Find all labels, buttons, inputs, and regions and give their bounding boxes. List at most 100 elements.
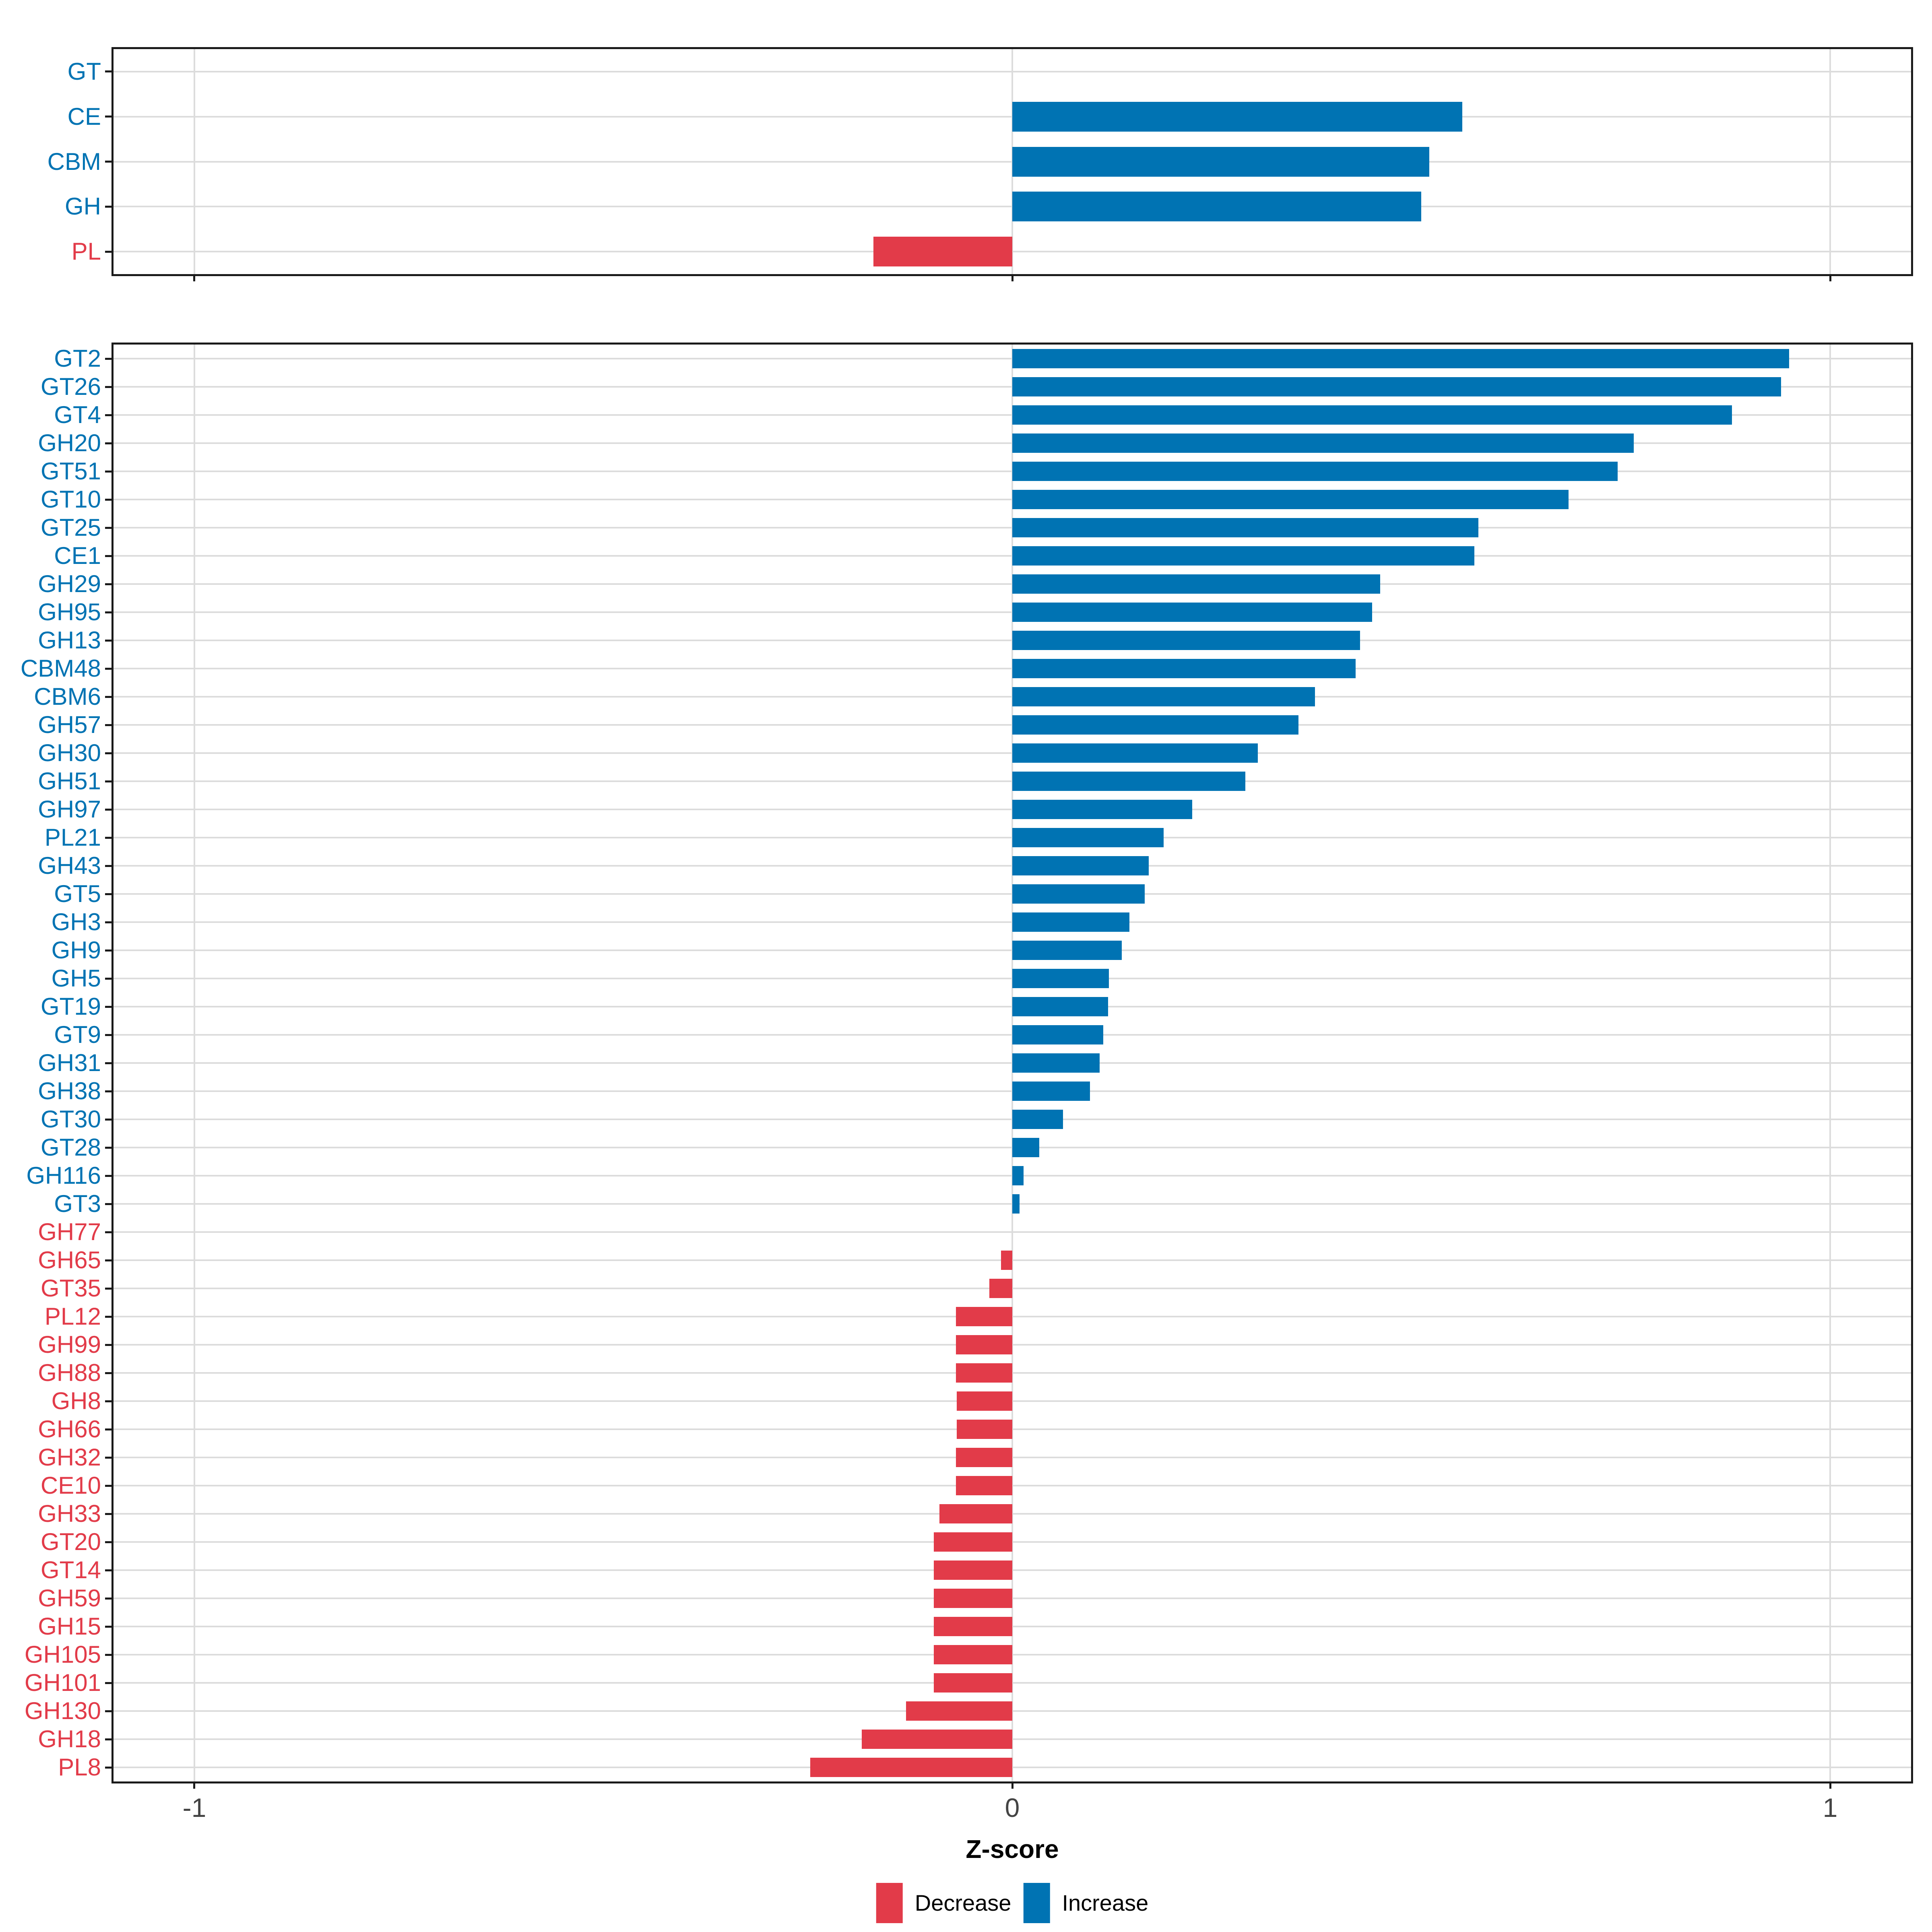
y-axis-tick (105, 1597, 111, 1600)
y-axis-tick (105, 1569, 111, 1571)
bar-GT2 (1012, 349, 1790, 368)
category-label-GT35: GT35 (40, 1275, 101, 1302)
y-axis-tick (105, 1315, 111, 1318)
category-label-GH18: GH18 (38, 1726, 101, 1752)
category-label-GT28: GT28 (40, 1134, 101, 1161)
category-label-CE1: CE1 (54, 542, 101, 569)
y-axis-tick (105, 1146, 111, 1149)
y-axis-tick (105, 1653, 111, 1656)
y-axis-tick (105, 667, 111, 670)
horizontal-gridline (114, 1767, 1911, 1768)
horizontal-gridline (114, 70, 1911, 72)
bar-GH97 (1012, 800, 1193, 819)
bar-PL21 (1012, 828, 1164, 847)
x-axis-tick (193, 1783, 196, 1789)
bar-CBM (1012, 147, 1430, 177)
horizontal-gridline (114, 1710, 1911, 1712)
bar-GH88 (956, 1363, 1012, 1383)
legend-key-decrease-swatch (876, 1883, 903, 1923)
category-label-GH57: GH57 (38, 711, 101, 738)
y-axis-tick (105, 1287, 111, 1290)
y-axis-tick (105, 921, 111, 923)
y-axis-tick (105, 1259, 111, 1261)
category-label-GT3: GT3 (54, 1190, 101, 1217)
y-axis-tick (105, 1710, 111, 1712)
y-axis-tick (105, 780, 111, 782)
y-axis-tick (105, 526, 111, 529)
category-label-GH8: GH8 (51, 1387, 101, 1414)
y-axis-tick (105, 1682, 111, 1684)
bar-GT28 (1012, 1138, 1040, 1157)
y-axis-tick (105, 696, 111, 698)
y-axis-tick (105, 1428, 111, 1430)
category-label-GT9: GT9 (54, 1021, 101, 1048)
y-axis-tick (105, 1344, 111, 1346)
y-axis-tick (105, 116, 111, 118)
y-axis-tick (105, 583, 111, 585)
bar-GH51 (1012, 772, 1246, 791)
category-label-GH30: GH30 (38, 739, 101, 766)
category-label-GH13: GH13 (38, 627, 101, 654)
y-axis-tick (105, 611, 111, 613)
y-axis-tick (105, 1231, 111, 1233)
y-axis-tick (105, 836, 111, 839)
bar-GT5 (1012, 884, 1145, 904)
bar-GH101 (933, 1673, 1012, 1693)
horizontal-gridline (114, 1428, 1911, 1430)
category-label-CE10: CE10 (40, 1472, 101, 1499)
bar-GH (1012, 192, 1421, 222)
category-label-GH66: GH66 (38, 1416, 101, 1443)
y-axis-tick (105, 1090, 111, 1092)
category-label-PL12: PL12 (44, 1303, 101, 1330)
category-label-GH32: GH32 (38, 1444, 101, 1471)
y-axis-tick (105, 1625, 111, 1628)
category-label-GH5: GH5 (51, 965, 101, 992)
bar-GH95 (1012, 603, 1373, 622)
y-axis-tick (105, 808, 111, 811)
bar-GH5 (1012, 969, 1109, 988)
y-axis-tick (105, 1738, 111, 1740)
horizontal-gridline (114, 1457, 1911, 1458)
x-tick-label: 1 (1823, 1793, 1838, 1823)
y-axis-tick (105, 977, 111, 980)
bar-GH105 (933, 1645, 1012, 1664)
category-label-GH15: GH15 (38, 1613, 101, 1640)
bar-GH66 (956, 1420, 1012, 1439)
horizontal-gridline (114, 1569, 1911, 1571)
horizontal-gridline (114, 1626, 1911, 1627)
bar-GH30 (1012, 743, 1258, 763)
bar-GH13 (1012, 631, 1360, 650)
bar-GT35 (989, 1279, 1012, 1298)
category-label-GH3: GH3 (51, 908, 101, 935)
category-label-GT51: GT51 (40, 458, 101, 485)
bar-GH59 (933, 1589, 1012, 1608)
bar-GH57 (1012, 715, 1299, 735)
y-axis-tick (105, 1203, 111, 1205)
bar-GH130 (906, 1701, 1012, 1721)
category-label-GH130: GH130 (24, 1697, 101, 1724)
category-label-GH20: GH20 (38, 429, 101, 456)
category-label-GH101: GH101 (24, 1669, 101, 1696)
panel-summary-categories: GT CE CBM GH PL (47, 47, 1913, 276)
bar-CBM48 (1012, 659, 1356, 678)
y-axis-tick (105, 1484, 111, 1487)
category-label-CBM: CBM (47, 148, 101, 175)
legend-label-increase: Increase (1062, 1890, 1149, 1915)
y-axis-tick (105, 70, 111, 73)
category-label-GT30: GT30 (40, 1106, 101, 1133)
bar-GT51 (1012, 462, 1618, 481)
category-label-GH33: GH33 (38, 1500, 101, 1527)
bar-GH18 (862, 1730, 1012, 1749)
y-axis-tick (105, 357, 111, 360)
bar-GH9 (1012, 941, 1122, 960)
x-axis-tick (1829, 276, 1831, 281)
category-label-GT2: GT2 (54, 345, 101, 372)
category-label-GT5: GT5 (54, 880, 101, 907)
y-axis-tick (105, 1005, 111, 1008)
y-axis-tick (105, 470, 111, 473)
y-axis-tick (105, 1456, 111, 1459)
y-axis-tick (105, 1174, 111, 1177)
category-label-GT10: GT10 (40, 486, 101, 513)
category-label-PL: PL (71, 238, 101, 265)
bar-GH32 (956, 1448, 1012, 1467)
